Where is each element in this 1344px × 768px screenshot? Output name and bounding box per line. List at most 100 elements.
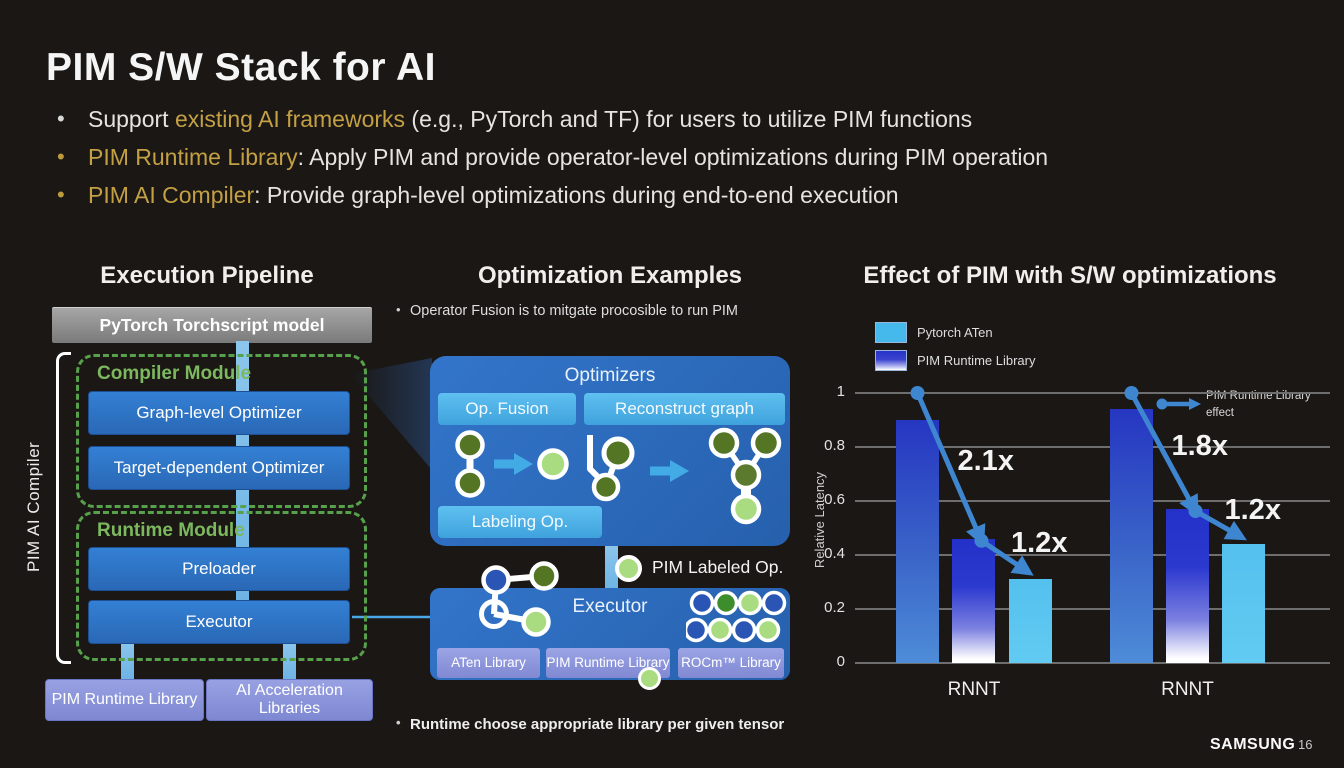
line-marker-dot bbox=[1188, 504, 1203, 519]
op-node-icon bbox=[455, 430, 485, 460]
op-node-icon bbox=[591, 472, 621, 502]
compiler-module-label: Compiler Module bbox=[97, 363, 252, 384]
op-fusion-box: Op. Fusion bbox=[438, 393, 576, 425]
bullet-text: : Provide graph-level optimizations duri… bbox=[254, 182, 899, 208]
y-tick-label: 0.4 bbox=[824, 545, 845, 562]
bar-group1-2 bbox=[1009, 579, 1052, 663]
y-tick-label: 0.8 bbox=[824, 437, 845, 454]
optimizer-graph-glyphs bbox=[455, 427, 782, 525]
speedup-line bbox=[1194, 508, 1247, 541]
speedup-annotation: 2.1x bbox=[957, 444, 1014, 477]
arrow-dot bbox=[1156, 398, 1168, 410]
op-dot-icon bbox=[689, 590, 715, 616]
compiler-bracket bbox=[56, 352, 71, 664]
chart-legend: Pytorch ATen PIM Runtime Library bbox=[875, 322, 1035, 371]
x-category-label: RNNT bbox=[947, 679, 1001, 700]
op-dot-icon bbox=[686, 617, 709, 643]
fused-op-node-icon bbox=[537, 448, 569, 480]
bullet-text: (e.g., PyTorch and TF) for users to util… bbox=[405, 106, 973, 132]
gridline bbox=[855, 500, 1330, 502]
gridline bbox=[855, 554, 1330, 556]
y-tick-label: 0.6 bbox=[824, 491, 845, 508]
y-axis-label: Relative Latency bbox=[812, 471, 827, 569]
heading-chart: Effect of PIM with S/W optimizations bbox=[863, 262, 1277, 289]
bullet-highlight: existing AI frameworks bbox=[174, 106, 406, 132]
page-title: PIM S/W Stack for AI bbox=[46, 46, 436, 89]
arrow-head-icon bbox=[514, 453, 533, 475]
speedup-annotation: 1.2x bbox=[1224, 494, 1281, 527]
executor-title: Executor bbox=[572, 596, 648, 617]
bullet-text: Support bbox=[88, 106, 175, 132]
speedup-line-overlay bbox=[910, 386, 1247, 576]
labeling-op-box: Labeling Op. bbox=[438, 506, 602, 538]
op-dot-icon bbox=[731, 617, 757, 643]
bullet-highlight: PIM Runtime Library bbox=[88, 144, 298, 170]
optimizers-title: Optimizers bbox=[564, 365, 656, 386]
op-dot-icon bbox=[755, 617, 781, 643]
pim-labeled-dot-icon bbox=[638, 667, 661, 690]
legend-label: PIM Runtime Library bbox=[917, 353, 1036, 368]
aten-library-box: ATen Library bbox=[437, 648, 540, 678]
y-tick-label: 0 bbox=[836, 653, 845, 670]
bullet-runtime-library: PIM Runtime Library: Apply PIM and provi… bbox=[47, 138, 1048, 176]
executor-box: Executor bbox=[88, 600, 350, 644]
samsung-logo: SAMSUNG bbox=[1210, 736, 1296, 753]
op-node-icon bbox=[750, 427, 782, 459]
line-marker-dot bbox=[910, 386, 925, 400]
speedup-line bbox=[915, 392, 986, 547]
bullet-list: Support existing AI frameworks (e.g., Py… bbox=[47, 100, 1048, 214]
tensor-ops-grid-glyph bbox=[686, 590, 787, 643]
heading-optimization-examples: Optimization Examples bbox=[477, 262, 743, 289]
bullet-text: : Apply PIM and provide operator-level o… bbox=[297, 144, 1049, 170]
x-category-label: RNNT bbox=[1161, 679, 1214, 700]
gridline bbox=[855, 662, 1330, 664]
labeled-node-icon bbox=[521, 607, 551, 637]
runtime-module-label: Runtime Module bbox=[97, 520, 245, 541]
op-dot-icon bbox=[761, 590, 787, 616]
legend-swatch-gradient bbox=[875, 350, 907, 371]
bar-group1-1 bbox=[952, 538, 995, 663]
y-tick-label: 1 bbox=[836, 383, 845, 400]
compiler-module-frame: Compiler Module bbox=[76, 354, 367, 508]
pim-ai-compiler-vertical-label: PIM AI Compiler bbox=[24, 441, 43, 573]
speedup-annotation: 1.8x bbox=[1171, 430, 1228, 463]
op-node-icon bbox=[708, 427, 740, 459]
zoom-beam-shape bbox=[350, 358, 432, 470]
labeled-node-icon bbox=[730, 493, 762, 525]
graph-edge-notch bbox=[741, 485, 751, 496]
op-node-icon bbox=[730, 459, 762, 491]
speedup-annotation: 1.2x bbox=[1011, 526, 1068, 559]
preloader-box: Preloader bbox=[88, 547, 350, 591]
speedup-line bbox=[1129, 391, 1199, 517]
runtime-note: Runtime choose appropriate library per g… bbox=[396, 715, 810, 733]
speedup-line bbox=[980, 538, 1034, 576]
line-marker-dot bbox=[1124, 386, 1139, 400]
operator-fusion-note: Operator Fusion is to mitgate procosible… bbox=[396, 302, 790, 319]
pim-labeled-op-label: PIM Labeled Op. bbox=[652, 557, 784, 577]
pim-effect-arrow-icon bbox=[1156, 398, 1201, 410]
op-dot-icon bbox=[707, 617, 733, 643]
op-node-icon bbox=[529, 561, 559, 591]
gpu-node-icon bbox=[481, 565, 511, 595]
executor-graph-glyph bbox=[479, 561, 559, 637]
bar-group2-0 bbox=[1110, 409, 1153, 663]
bar-group1-0 bbox=[896, 420, 939, 663]
optimizers-to-executor-connector bbox=[605, 545, 618, 591]
bar-group2-1 bbox=[1166, 509, 1209, 663]
page-number: 16 bbox=[1298, 737, 1313, 752]
gridline bbox=[855, 608, 1330, 610]
pim-labeled-op-icon bbox=[615, 555, 642, 582]
rocm-library-box: ROCm™ Library bbox=[678, 648, 784, 678]
reconstruct-graph-box: Reconstruct graph bbox=[584, 393, 785, 425]
bullet-highlight: PIM AI Compiler bbox=[88, 182, 255, 208]
bar-group2-2 bbox=[1222, 544, 1265, 663]
op-dot-icon bbox=[737, 590, 763, 616]
arrow-head-icon bbox=[1189, 398, 1201, 410]
bullet-ai-compiler: PIM AI Compiler: Provide graph-level opt… bbox=[47, 176, 1048, 214]
empty-node-icon bbox=[479, 599, 509, 629]
gridline bbox=[855, 446, 1330, 448]
legend-label: Pytorch ATen bbox=[917, 325, 993, 340]
bar-chart-plot: 1 0.8 0.6 0.4 0.2 0 2.1x 1.2x RNNT 1.8x 1.2x RNNT bbox=[824, 383, 1330, 700]
legend-entry-pim-runtime: PIM Runtime Library bbox=[875, 350, 1035, 371]
